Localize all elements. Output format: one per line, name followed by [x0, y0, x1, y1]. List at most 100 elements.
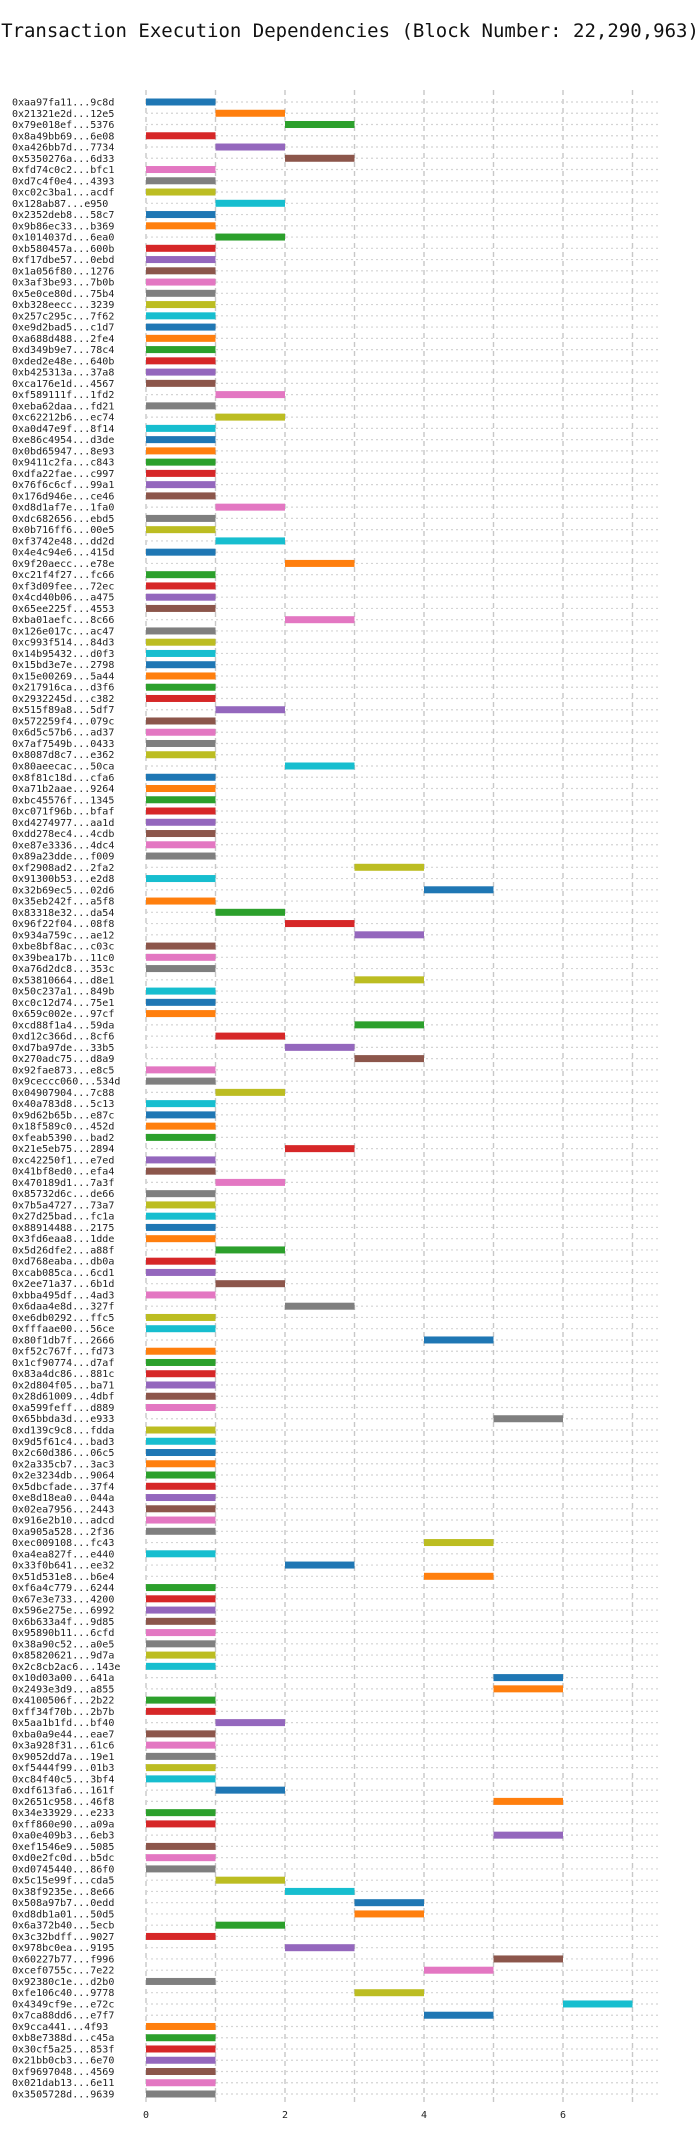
execution-bar — [146, 1854, 216, 1862]
execution-bar — [146, 267, 216, 275]
execution-bar — [285, 616, 355, 624]
row-label: 0x7af7549b...0433 — [12, 739, 114, 750]
row-label: 0x32b69ec5...02d6 — [12, 885, 114, 896]
execution-bar — [146, 1426, 216, 1434]
execution-bar — [285, 1043, 355, 1051]
execution-bar — [146, 1370, 216, 1378]
execution-bar — [146, 593, 216, 601]
execution-bar — [146, 424, 216, 432]
row-label: 0x28d61009...4dbf — [12, 1392, 114, 1403]
row-label: 0x83a4dc86...881c — [12, 1369, 114, 1380]
execution-bar — [285, 559, 355, 567]
execution-bar — [146, 1842, 216, 1850]
row-label: 0xc21f4f27...fc66 — [12, 570, 114, 581]
row-label: 0xfffaae00...56ce — [12, 1324, 114, 1335]
execution-bar — [146, 751, 216, 759]
row-label: 0xca176e1d...4567 — [12, 379, 114, 390]
row-label: 0x128ab87...e950 — [12, 199, 108, 210]
execution-bar — [493, 1674, 563, 1682]
row-label: 0x257c295c...7f62 — [12, 311, 114, 322]
row-label: 0xd8d1af7e...1fa0 — [12, 503, 114, 514]
execution-bar — [215, 706, 285, 714]
execution-bar — [146, 1741, 216, 1749]
row-label: 0xf52c767f...fd73 — [12, 1347, 114, 1358]
row-label: 0xbba495df...4ad3 — [12, 1290, 114, 1301]
execution-bar — [493, 1685, 563, 1693]
row-label: 0x1cf90774...d7af — [12, 1358, 114, 1369]
row-label: 0x80aeecac...50ca — [12, 762, 114, 773]
row-label: 0x30cf5a25...853f — [12, 2044, 114, 2055]
row-label: 0xef1546e9...5085 — [12, 1842, 114, 1853]
row-label: 0xbe8bf8ac...c03c — [12, 942, 114, 953]
execution-bar — [146, 1190, 216, 1198]
execution-bar — [285, 920, 355, 928]
row-label: 0xf589111f...1fd2 — [12, 390, 114, 401]
row-label: 0xa4ea827f...e440 — [12, 1549, 114, 1560]
execution-bar — [146, 841, 216, 849]
execution-bar — [146, 604, 216, 612]
row-label: 0x4100506f...2b22 — [12, 1696, 114, 1707]
execution-bar — [146, 875, 216, 883]
execution-bar — [146, 166, 216, 174]
row-label: 0x176d946e...ce46 — [12, 491, 114, 502]
execution-bar — [146, 2079, 216, 2087]
execution-bar — [146, 582, 216, 590]
execution-bar — [146, 942, 216, 950]
execution-bar — [146, 1775, 216, 1783]
row-label: 0x51d531e8...b6e4 — [12, 1572, 114, 1583]
execution-bar — [563, 2000, 633, 2008]
row-label: 0x27d25bad...fc1a — [12, 1212, 114, 1223]
row-label: 0x5dbcfade...37f4 — [12, 1482, 114, 1493]
row-label: 0x3fd6eaa8...1dde — [12, 1234, 114, 1245]
execution-bar — [285, 154, 355, 162]
row-label: 0xd349b9e7...78c4 — [12, 345, 114, 356]
execution-bar — [354, 1021, 424, 1029]
row-label: 0xd768eaba...db0a — [12, 1257, 114, 1268]
execution-bar — [146, 1010, 216, 1018]
row-label: 0x85820621...9d7a — [12, 1651, 114, 1662]
execution-bar — [146, 1100, 216, 1108]
execution-bar — [146, 1584, 216, 1592]
row-label: 0x50c237a1...849b — [12, 987, 114, 998]
row-label: 0x2651c958...46f8 — [12, 1797, 114, 1808]
execution-bar — [354, 1055, 424, 1063]
row-label: 0xc42250f1...e7ed — [12, 1155, 114, 1166]
row-label: 0xd7ba97de...33b5 — [12, 1043, 114, 1054]
row-label: 0x7b5a4727...73a7 — [12, 1200, 114, 1211]
execution-bar — [146, 897, 216, 905]
row-label: 0x2352deb8...58c7 — [12, 210, 114, 221]
execution-bar — [146, 1156, 216, 1164]
row-label: 0xc84f40c5...3bf4 — [12, 1774, 114, 1785]
row-label: 0xf2908ad2...2fa2 — [12, 863, 114, 874]
row-label: 0x38f9235e...8e66 — [12, 1887, 114, 1898]
row-label: 0x6daa4e8d...327f — [12, 1302, 114, 1313]
row-label: 0x270adc75...d8a9 — [12, 1054, 114, 1065]
execution-bar — [146, 346, 216, 354]
row-label: 0xded2e48e...640b — [12, 356, 114, 367]
execution-bar — [146, 1358, 216, 1366]
row-label: 0x40a783d8...5c13 — [12, 1099, 114, 1110]
row-label: 0x5c15e99f...cda5 — [12, 1876, 114, 1887]
row-label: 0x9052dd7a...19e1 — [12, 1752, 114, 1763]
row-label: 0x508a97b7...0edd — [12, 1898, 114, 1909]
row-label: 0x2c8cb2ac6...143e — [12, 1662, 120, 1673]
execution-bar — [146, 1696, 216, 1704]
execution-bar — [146, 1235, 216, 1243]
execution-bar — [146, 1606, 216, 1614]
execution-bar — [146, 1257, 216, 1265]
execution-bar — [146, 357, 216, 365]
execution-bar — [146, 312, 216, 320]
execution-bar — [493, 1415, 563, 1423]
row-label: 0x9d5f61c4...bad3 — [12, 1437, 114, 1448]
row-label: 0x978bc0ea...9195 — [12, 1943, 114, 1954]
execution-bar — [146, 728, 216, 736]
row-label: 0xf3d09fee...72ec — [12, 581, 114, 592]
row-label: 0x18f589c0...452d — [12, 1122, 114, 1133]
execution-bar — [146, 1764, 216, 1772]
row-label: 0x92380c1e...d2b0 — [12, 1977, 114, 1988]
row-label: 0x217916ca...d3f6 — [12, 683, 114, 694]
row-label: 0x92fae873...e8c5 — [12, 1065, 114, 1076]
row-label: 0xe8d18ea0...044a — [12, 1493, 114, 1504]
row-label: 0xd139c9c8...fdda — [12, 1426, 114, 1437]
